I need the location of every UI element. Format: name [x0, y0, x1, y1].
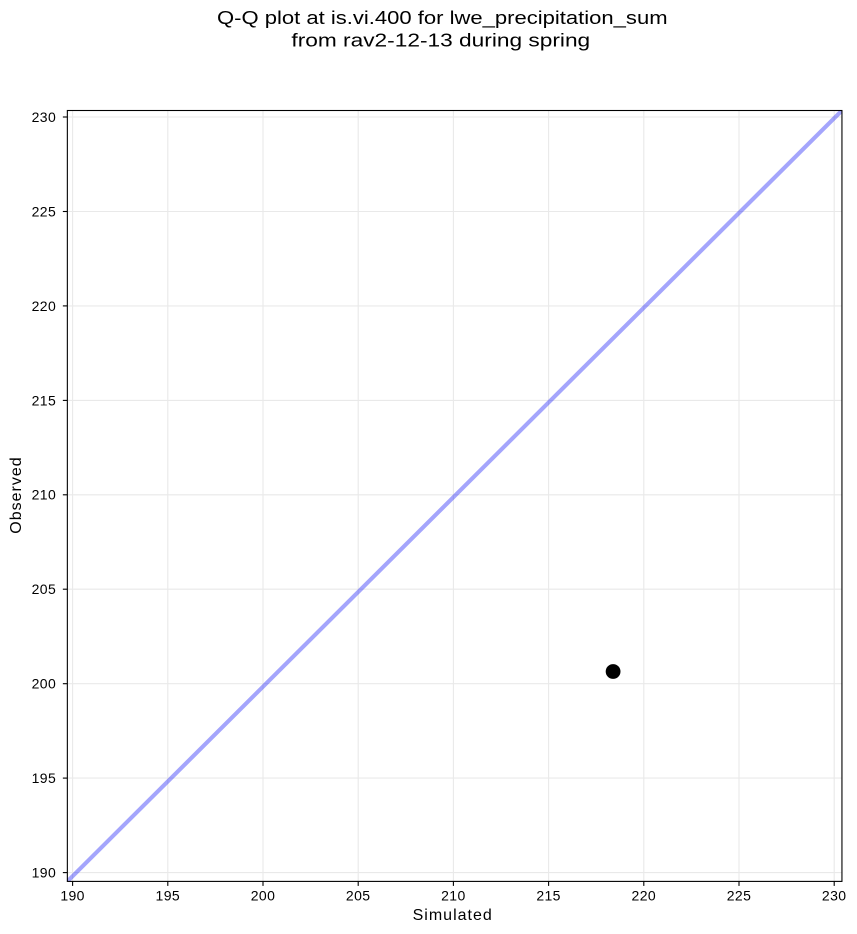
- svg-text:205: 205: [346, 888, 371, 904]
- svg-text:200: 200: [251, 888, 276, 904]
- svg-text:Q-Q plot at is.vi.400 for lwe_: Q-Q plot at is.vi.400 for lwe_precipitat…: [217, 8, 668, 29]
- svg-text:190: 190: [60, 888, 85, 904]
- svg-text:215: 215: [32, 392, 57, 408]
- svg-text:190: 190: [32, 865, 57, 881]
- svg-text:205: 205: [32, 581, 57, 597]
- svg-text:220: 220: [632, 888, 657, 904]
- svg-text:200: 200: [32, 676, 57, 692]
- svg-text:Observed: Observed: [8, 456, 25, 533]
- svg-text:195: 195: [32, 770, 57, 786]
- svg-text:220: 220: [32, 298, 57, 314]
- svg-text:195: 195: [156, 888, 181, 904]
- svg-text:215: 215: [536, 888, 561, 904]
- svg-text:225: 225: [727, 888, 752, 904]
- svg-text:from rav2-12-13 during spring: from rav2-12-13 during spring: [291, 31, 590, 51]
- svg-text:230: 230: [32, 109, 57, 125]
- svg-text:225: 225: [32, 203, 57, 219]
- svg-text:210: 210: [32, 487, 57, 503]
- svg-text:230: 230: [822, 888, 847, 904]
- svg-text:210: 210: [441, 888, 466, 904]
- svg-text:Simulated: Simulated: [413, 907, 493, 924]
